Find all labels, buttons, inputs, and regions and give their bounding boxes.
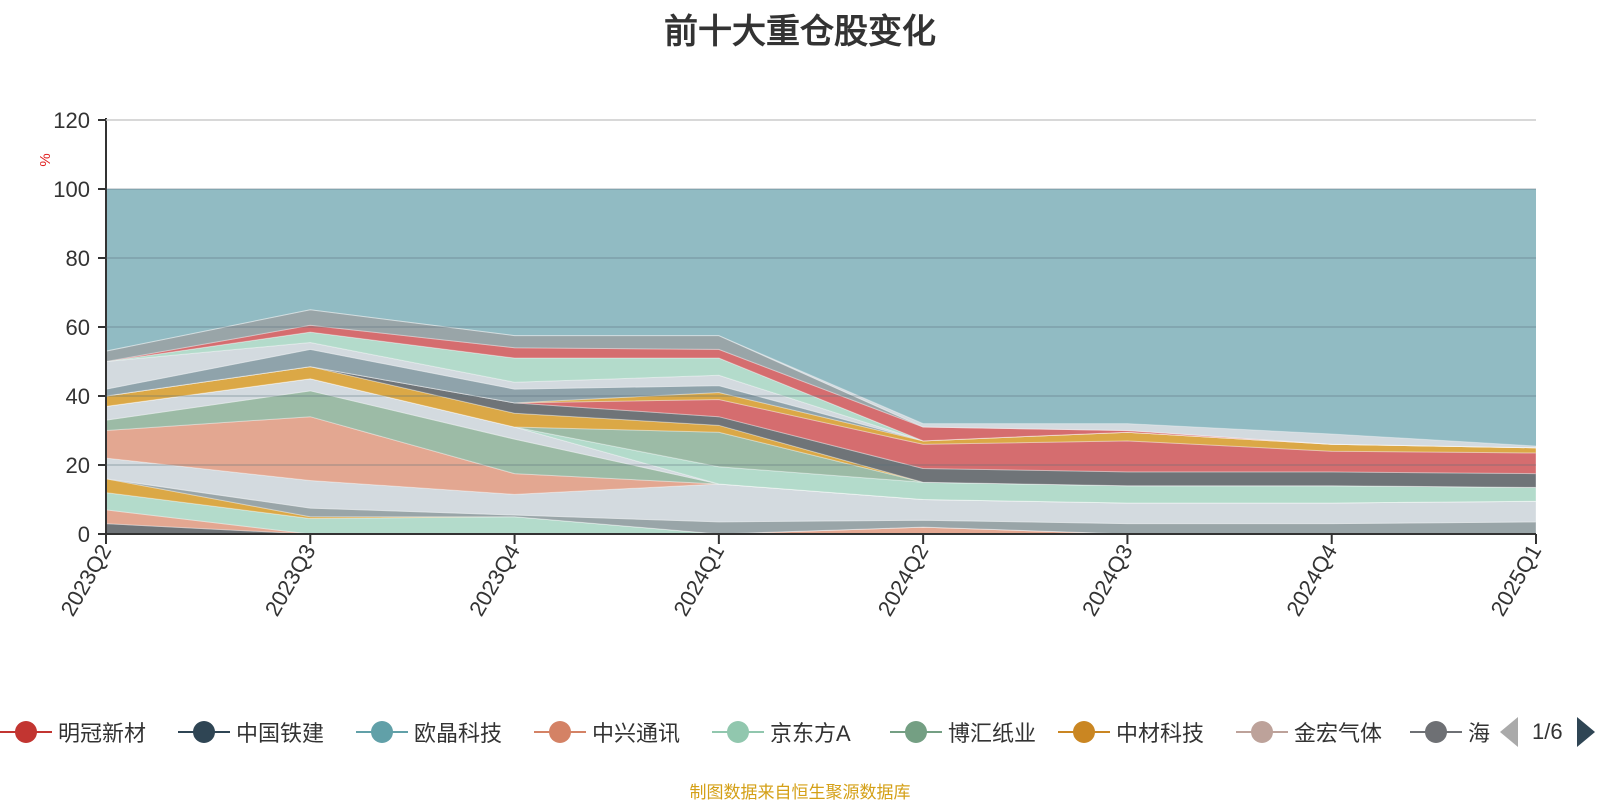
legend-next-icon[interactable] <box>1576 717 1595 747</box>
legend-item[interactable]: 中国铁建 <box>178 712 324 752</box>
legend-item[interactable]: 中兴通讯 <box>534 712 680 752</box>
legend-label: 明冠新材 <box>58 721 147 746</box>
source-note: 制图数据来自恒生聚源数据库 <box>689 783 911 802</box>
y-tick-label: 120 <box>53 108 90 133</box>
legend-marker-icon <box>1236 717 1288 747</box>
legend-item[interactable]: 金宏气体 <box>1236 712 1382 752</box>
legend-marker-icon <box>178 717 230 747</box>
legend-label: 海 <box>1468 721 1491 746</box>
y-axis-label: % <box>37 153 54 166</box>
y-tick-label: 60 <box>66 315 90 340</box>
legend-marker-icon <box>1058 717 1110 747</box>
legend: 明冠新材 中国铁建 欧晶科技 中兴通讯 京东方A 博汇纸业 中材科技 金宏气体 海 <box>0 712 1600 752</box>
legend-item[interactable]: 中材科技 <box>1058 712 1204 752</box>
x-tick-label: 2024Q1 <box>668 540 729 620</box>
legend-marker-icon <box>0 717 52 747</box>
legend-marker-icon <box>534 717 586 747</box>
y-tick-label: 20 <box>66 453 90 478</box>
area-series-13 <box>105 366 1537 488</box>
legend-label: 博汇纸业 <box>948 721 1037 746</box>
area-series-10 <box>105 378 1537 504</box>
x-tick-label: 2024Q4 <box>1281 540 1342 620</box>
chart-title: 前十大重仓股变化 <box>664 13 936 51</box>
legend-label: 中材科技 <box>1116 721 1205 746</box>
x-tick-label: 2023Q2 <box>56 540 117 620</box>
legend-item[interactable]: 海 <box>1410 712 1498 752</box>
legend-label: 中国铁建 <box>236 721 325 746</box>
legend-label: 中兴通讯 <box>592 721 681 746</box>
legend-marker-icon <box>1410 717 1462 747</box>
area-series-15 <box>105 366 1537 454</box>
y-tick-label: 100 <box>53 177 90 202</box>
legend-item[interactable]: 欧晶科技 <box>356 712 502 752</box>
legend-prev-icon[interactable] <box>1500 717 1518 747</box>
x-tick-label: 2025Q1 <box>1486 540 1547 620</box>
legend-item[interactable]: 京东方A <box>712 712 851 752</box>
legend-pager: 1/6 <box>1500 712 1595 752</box>
x-tick-label: 2024Q3 <box>1077 540 1138 620</box>
y-tick-label: 80 <box>66 246 90 271</box>
y-tick-label: 40 <box>66 384 90 409</box>
x-tick-label: 2023Q4 <box>464 540 525 620</box>
legend-item[interactable]: 博汇纸业 <box>890 712 1036 752</box>
x-tick-label: 2023Q3 <box>260 540 321 620</box>
area-series-12 <box>105 366 1537 488</box>
x-tick-label: 2024Q2 <box>873 540 934 620</box>
legend-label: 欧晶科技 <box>414 721 503 746</box>
legend-label: 金宏气体 <box>1294 721 1383 746</box>
area-series <box>105 189 1537 535</box>
area-series-20 <box>105 309 1537 449</box>
legend-item[interactable]: 明冠新材 <box>0 712 146 752</box>
y-tick-label: 0 <box>78 522 90 547</box>
grid-lines <box>106 119 1536 466</box>
legend-marker-icon <box>712 717 764 747</box>
legend-label: 京东方A <box>770 721 851 746</box>
legend-marker-icon <box>890 717 942 747</box>
legend-page-indicator: 1/6 <box>1532 719 1563 744</box>
area-series-21 <box>105 309 1537 449</box>
legend-marker-icon <box>356 717 408 747</box>
